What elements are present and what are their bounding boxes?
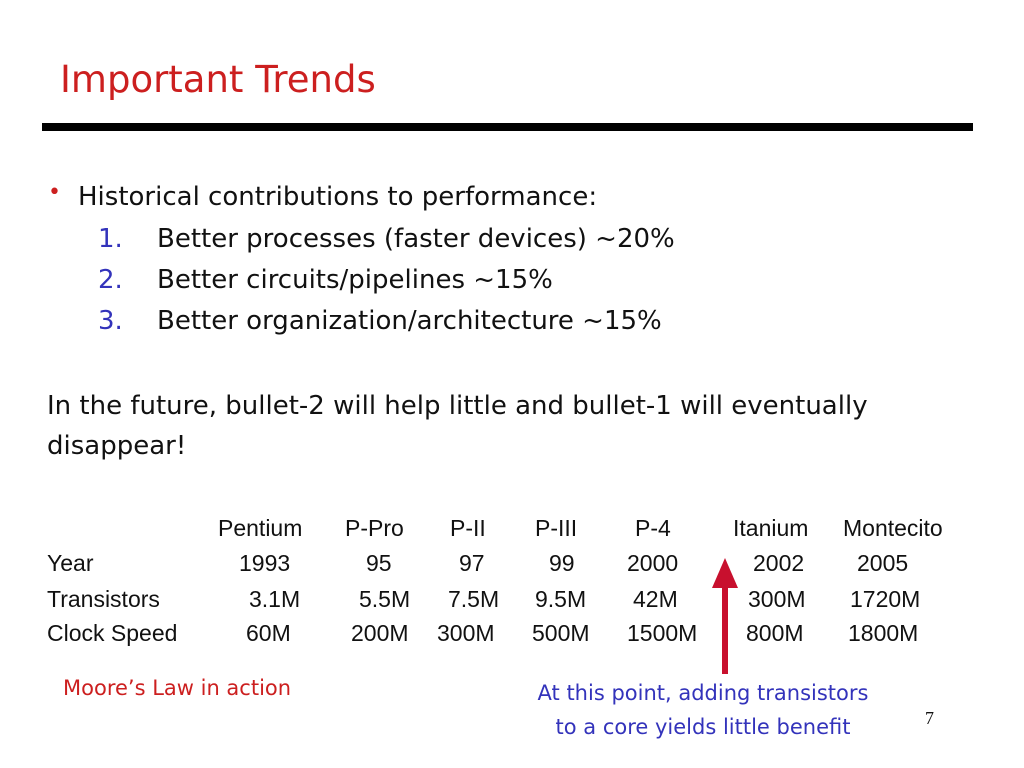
table-cell: 2000 xyxy=(627,550,679,576)
table-cell: 97 xyxy=(459,550,485,576)
list-item-number: 3. xyxy=(98,306,123,336)
table-row-label: Year xyxy=(47,550,94,576)
table-cell: 42M xyxy=(633,586,678,612)
list-item-number: 2. xyxy=(98,265,123,295)
table-cell: 1500M xyxy=(627,620,698,646)
table-cell: 99 xyxy=(549,550,575,576)
page-number: 7 xyxy=(925,708,934,728)
bullet-text: Historical contributions to performance: xyxy=(78,182,598,212)
table-cell: 2002 xyxy=(753,550,805,576)
table-cell: 1993 xyxy=(239,550,291,576)
moores-law-caption: Moore’s Law in action xyxy=(63,676,292,700)
table-cell: 3.1M xyxy=(249,586,301,612)
bullet-icon: • xyxy=(48,180,61,205)
transistor-benefit-caption: At this point, adding transistors to a c… xyxy=(510,676,896,744)
table-row-label: Transistors xyxy=(47,586,160,612)
list-item-number: 1. xyxy=(98,224,123,254)
list-item-text: Better processes (faster devices) ~20% xyxy=(157,224,675,254)
table-cell: 300M xyxy=(437,620,495,646)
table-cell: 2005 xyxy=(857,550,909,576)
caption-line: to a core yields little benefit xyxy=(555,715,851,739)
table-cell: 9.5M xyxy=(535,586,587,612)
table-header: P-III xyxy=(535,515,578,541)
list-item-text: Better organization/architecture ~15% xyxy=(157,306,662,336)
table-header: P-II xyxy=(450,515,486,541)
table-cell: 95 xyxy=(366,550,392,576)
caption-line: At this point, adding transistors xyxy=(537,681,869,705)
table-header: Pentium xyxy=(218,515,303,541)
table-cell: 60M xyxy=(246,620,291,646)
table-cell: 7.5M xyxy=(448,586,500,612)
table-header: Montecito xyxy=(843,515,943,541)
table-cell: 200M xyxy=(351,620,409,646)
table-cell: 800M xyxy=(746,620,804,646)
table-header: P-4 xyxy=(635,515,671,541)
table-header: Itanium xyxy=(733,515,809,541)
table-cell: 300M xyxy=(748,586,806,612)
table-cell: 500M xyxy=(532,620,590,646)
table-cell: 1720M xyxy=(850,586,921,612)
list-item-text: Better circuits/pipelines ~15% xyxy=(157,265,553,295)
arrow-up-icon xyxy=(712,558,738,674)
table-cell: 1800M xyxy=(848,620,919,646)
future-paragraph: In the future, bullet-2 will help little… xyxy=(47,391,868,461)
table-cell: 5.5M xyxy=(359,586,411,612)
table-header: P-Pro xyxy=(345,515,404,541)
table-row-label: Clock Speed xyxy=(47,620,178,646)
title-underline xyxy=(42,123,973,131)
slide-title: Important Trends xyxy=(60,58,376,101)
